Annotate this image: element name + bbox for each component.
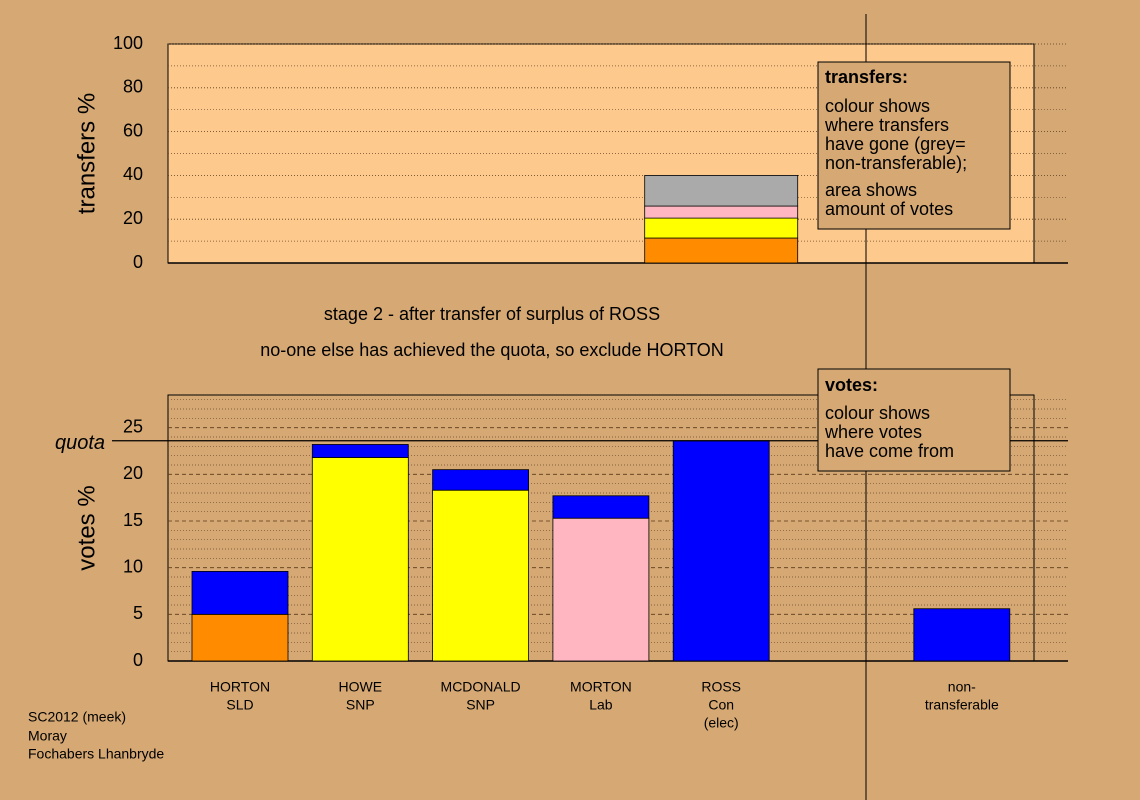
bar-segment — [191, 571, 289, 615]
y-tick-label: 20 — [123, 208, 143, 228]
bar-segment — [913, 608, 1011, 662]
note-text: where transfers — [824, 115, 949, 135]
y-tick-label: 0 — [133, 252, 143, 272]
note-text: colour shows — [825, 403, 930, 423]
note-title: transfers: — [825, 67, 908, 87]
x-tick-label: Lab — [589, 697, 613, 713]
y-tick-label: 10 — [123, 556, 143, 576]
note-text: area shows — [825, 180, 917, 200]
stage-text: no-one else has achieved the quota, so e… — [260, 340, 724, 360]
x-tick-label: ROSS — [701, 679, 741, 695]
bar-segment — [644, 237, 799, 264]
bar-segment — [311, 457, 409, 662]
bar-segment — [644, 205, 799, 219]
x-tick-label: SNP — [346, 697, 375, 713]
bar-segment — [432, 489, 530, 662]
y-tick-label: 15 — [123, 510, 143, 530]
x-tick-label: (elec) — [704, 715, 739, 731]
footer-text: SC2012 (meek) — [28, 709, 126, 725]
x-tick-label: SNP — [466, 697, 495, 713]
footer-text: Fochabers Lhanbryde — [28, 746, 164, 762]
note-text: colour shows — [825, 96, 930, 116]
y-tick-label: 5 — [133, 603, 143, 623]
bar-segment — [191, 613, 289, 662]
bar-segment — [644, 217, 799, 239]
note-text: amount of votes — [825, 199, 953, 219]
x-tick-label: MCDONALD — [441, 679, 521, 695]
bar-segment — [311, 444, 409, 458]
bar-segment — [552, 495, 650, 519]
bar-segment — [552, 517, 650, 662]
y-tick-label: 25 — [123, 416, 143, 436]
y-axis-label: votes % — [73, 485, 100, 570]
y-tick-label: 40 — [123, 164, 143, 184]
y-axis-label: transfers % — [73, 93, 100, 214]
x-tick-label: HORTON — [210, 679, 270, 695]
note-box — [817, 368, 1011, 472]
stage-text: stage 2 - after transfer of surplus of R… — [324, 304, 660, 324]
note-box — [817, 61, 1011, 230]
x-tick-label: MORTON — [570, 679, 632, 695]
note-text: non-transferable); — [825, 153, 967, 173]
bar-segment — [672, 440, 770, 662]
x-tick-label: SLD — [226, 697, 253, 713]
y-tick-label: 0 — [133, 650, 143, 670]
y-tick-label: 20 — [123, 463, 143, 483]
footer-text: Moray — [28, 728, 67, 744]
y-tick-label: 100 — [113, 33, 143, 53]
note-text: where votes — [824, 422, 922, 442]
x-tick-label: non- — [948, 679, 976, 695]
y-tick-label: 80 — [123, 77, 143, 97]
note-text: have gone (grey= — [825, 134, 966, 154]
bar-segment — [644, 174, 799, 207]
bar-segment — [432, 469, 530, 491]
note-title: votes: — [825, 375, 878, 395]
x-tick-label: Con — [708, 697, 734, 713]
x-tick-label: HOWE — [339, 679, 383, 695]
x-tick-label: transferable — [925, 697, 999, 713]
note-text: have come from — [825, 441, 954, 461]
y-tick-label: 60 — [123, 120, 143, 140]
quota-label: quota — [55, 432, 105, 454]
